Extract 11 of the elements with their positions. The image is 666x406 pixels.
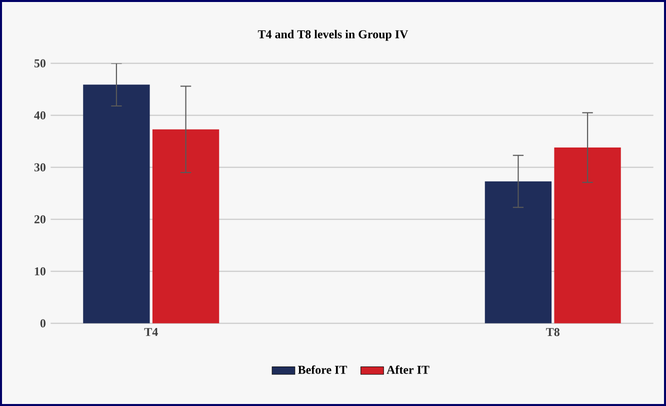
y-tick-label: 10: [34, 267, 46, 276]
x-tick-label: T8: [546, 328, 560, 336]
x-tick-label: T4: [144, 328, 158, 336]
y-tick-label: 40: [34, 111, 46, 120]
y-tick-label: 20: [34, 215, 46, 224]
legend-label: After IT: [386, 365, 430, 374]
y-tick-label: 30: [34, 163, 46, 172]
legend-label: Before IT: [298, 365, 348, 374]
chart-title: T4 and T8 levels in Group IV: [258, 30, 408, 41]
y-tick-label: 0: [40, 319, 46, 328]
y-tick-label: 50: [34, 59, 46, 68]
